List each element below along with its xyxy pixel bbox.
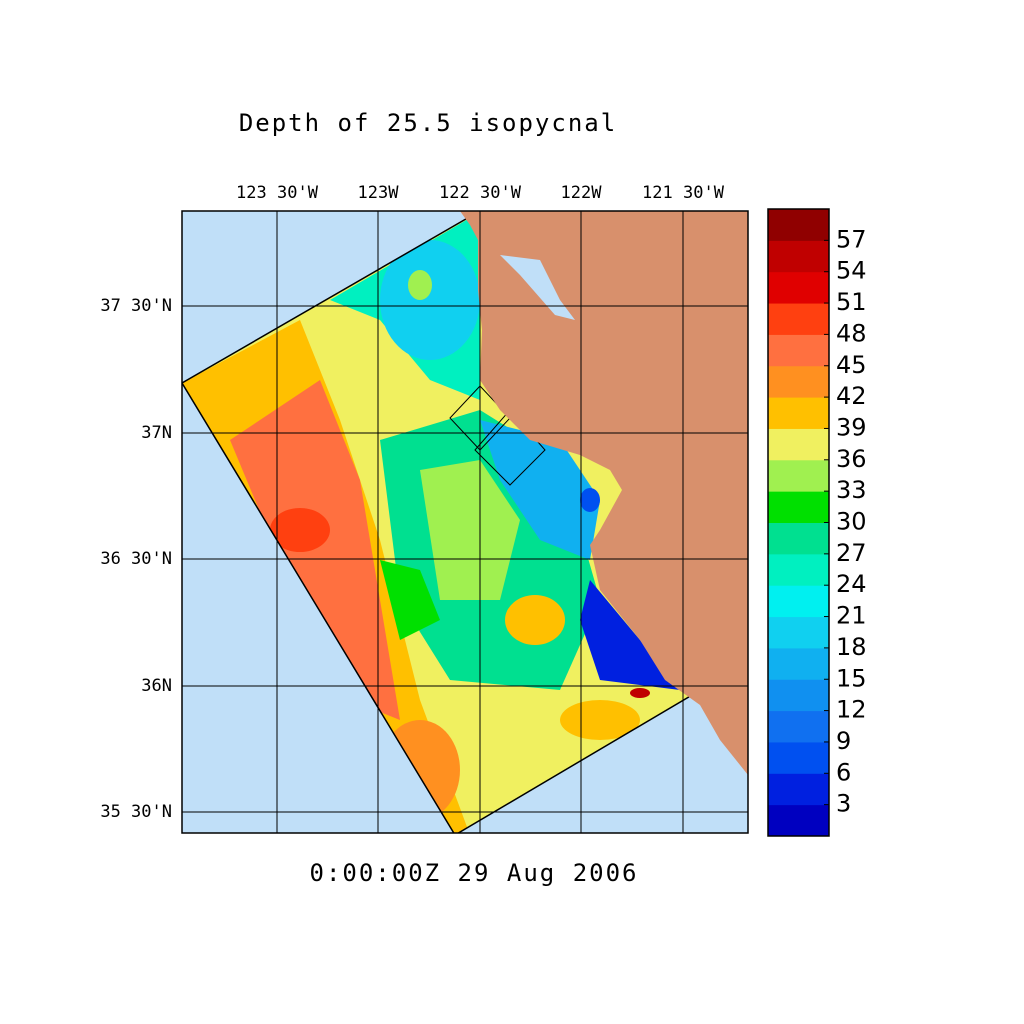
colorbar-band <box>768 271 829 304</box>
colorbar-label: 12 <box>836 696 867 724</box>
map <box>182 211 748 833</box>
colorbar-band <box>768 585 829 618</box>
colorbar-band <box>768 773 829 806</box>
colorbar-label: 51 <box>836 288 867 316</box>
colorbar-band <box>768 397 829 429</box>
colorbar-band <box>768 616 829 649</box>
lat-label: 37N <box>141 423 172 443</box>
colorbar-label: 15 <box>836 664 867 692</box>
lat-label: 36N <box>141 676 172 696</box>
colorbar-frame <box>767 208 830 837</box>
colorbar-label: 9 <box>836 727 851 755</box>
colorbar-band <box>768 365 829 398</box>
domain-outline <box>182 211 748 833</box>
title: Depth of 25.5 isopycnal <box>239 109 617 137</box>
colorbar-label: 6 <box>836 758 851 786</box>
lon-label: 122 30'W <box>439 183 522 203</box>
map-frame <box>181 210 749 834</box>
colorbar-label: 18 <box>836 633 867 661</box>
colorbar-band <box>768 522 829 555</box>
lon-label: 123 30'W <box>236 183 319 203</box>
colorbar-label: 45 <box>836 351 867 379</box>
colorbar-band <box>768 679 829 712</box>
time-label: 0:00:00Z 29 Aug 2006 <box>310 859 639 887</box>
colorbar-band <box>768 303 829 335</box>
colorbar-label: 3 <box>836 790 851 818</box>
colorbar-label: 36 <box>836 445 867 473</box>
colorbar-label: 42 <box>836 382 867 410</box>
colorbar-band <box>768 553 829 586</box>
colorbar-label: 30 <box>836 508 867 536</box>
land <box>460 211 748 775</box>
colorbar-band <box>768 647 829 680</box>
colorbar-band <box>768 491 829 523</box>
colorbar-label: 33 <box>836 476 867 504</box>
colorbar-band <box>768 710 829 743</box>
lat-label: 36 30'N <box>100 549 172 569</box>
colorbar-band <box>768 804 829 837</box>
colorbar-label: 57 <box>836 225 867 253</box>
colorbar-label: 39 <box>836 413 867 441</box>
colorbar-label: 24 <box>836 570 867 598</box>
colorbar-band <box>768 741 829 774</box>
colorbar-band <box>768 459 829 492</box>
colorbar-band <box>768 428 829 461</box>
graticule <box>182 211 748 833</box>
lon-label: 121 30'W <box>642 183 725 203</box>
colorbar-label: 48 <box>836 319 867 347</box>
lat-label: 35 30'N <box>100 802 172 822</box>
lon-label: 123W <box>358 183 400 203</box>
colorbar-band <box>768 240 829 273</box>
colorbar-band <box>768 209 829 241</box>
colorbar-label: 27 <box>836 539 867 567</box>
colorbar-label: 21 <box>836 602 867 630</box>
lat-label: 37 30'N <box>100 296 172 316</box>
bay <box>500 255 575 320</box>
colorbar-label: 54 <box>836 257 867 285</box>
axis-labels: 123 30'W 123W 122 30'W 122W 121 30'W 37 30'N 3… <box>100 183 724 822</box>
nest-box <box>474 409 546 486</box>
lon-label: 122W <box>561 183 603 203</box>
colorbar-band <box>768 334 829 367</box>
